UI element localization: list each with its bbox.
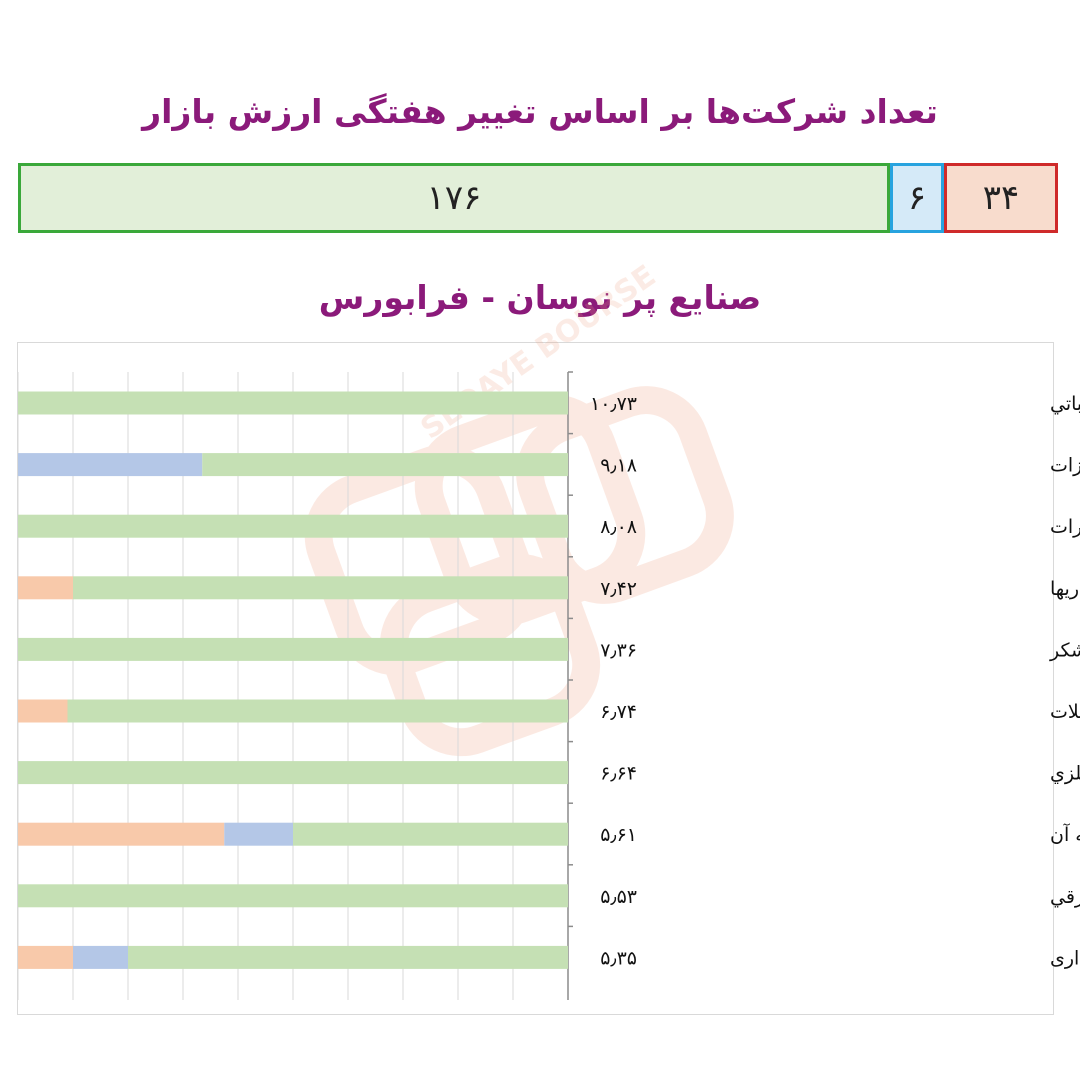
category-label: رایانه و فعالیتهای وابسته به آن — [1050, 822, 1080, 846]
bar-segment — [293, 822, 568, 846]
bar-segment — [18, 637, 568, 661]
bar-segment — [67, 699, 568, 723]
category-label: تولید ماشین آلات اداري، حسابداري و محاسب… — [1050, 391, 1080, 415]
bar-segment — [128, 945, 568, 969]
category-label: ماشین آلات و تجهیزات — [1050, 453, 1080, 477]
bar-segment — [18, 699, 68, 723]
bar-segment — [18, 884, 568, 908]
category-label: سرمایه گذاریها — [1050, 577, 1080, 600]
category-label: قند و شکر — [1049, 639, 1080, 661]
value-label: ۵٫۳۵ — [600, 947, 637, 969]
value-label: ۱۰٫۷۳ — [590, 393, 637, 415]
category-label: سایر محصولات کاني غیر فلزي — [1050, 763, 1080, 785]
bar-segment — [18, 453, 203, 477]
value-label: ۸٫۰۸ — [600, 516, 637, 538]
bar-segment — [73, 945, 128, 969]
company-count-bar: ۱۷۶ ۶ ۳۴ — [18, 163, 1060, 233]
chart-subtitle: صنایع پر نوسان - فرابورس — [318, 278, 762, 317]
bar-segment — [73, 576, 568, 600]
value-label: ۷٫۴۲ — [600, 578, 637, 600]
count-segment-negative: ۳۴ — [944, 163, 1058, 233]
category-label: انبوه سازی املاک و مستغلات — [1050, 701, 1080, 723]
bar-segment — [202, 453, 568, 477]
value-label: ۵٫۶۱ — [600, 824, 637, 846]
bar-segment — [18, 391, 568, 415]
chart-title: تعداد شرکت‌ها بر اساس تغییر هفتگی ارزش ب… — [142, 92, 938, 131]
bar-segment — [224, 822, 293, 846]
category-label: حمل و نقل و انبارداری — [1050, 947, 1080, 969]
value-label: ۷٫۳۶ — [600, 639, 637, 661]
count-segment-positive: ۱۷۶ — [18, 163, 890, 233]
value-label: ۹٫۱۸ — [600, 455, 637, 477]
count-segment-neutral: ۶ — [890, 163, 944, 233]
bar-segment — [18, 576, 73, 600]
bar-segment — [18, 761, 568, 785]
bar-segment — [18, 822, 225, 846]
bar-segment — [18, 514, 568, 538]
bar-segment — [18, 945, 73, 969]
value-label: ۵٫۵۳ — [600, 886, 637, 908]
category-label: مخابرات — [1050, 516, 1080, 538]
category-label: ماشین آلات و دستگاه هاي برقي — [1050, 884, 1080, 908]
value-label: ۶٫۶۴ — [600, 763, 637, 785]
value-label: ۶٫۷۴ — [600, 701, 637, 723]
